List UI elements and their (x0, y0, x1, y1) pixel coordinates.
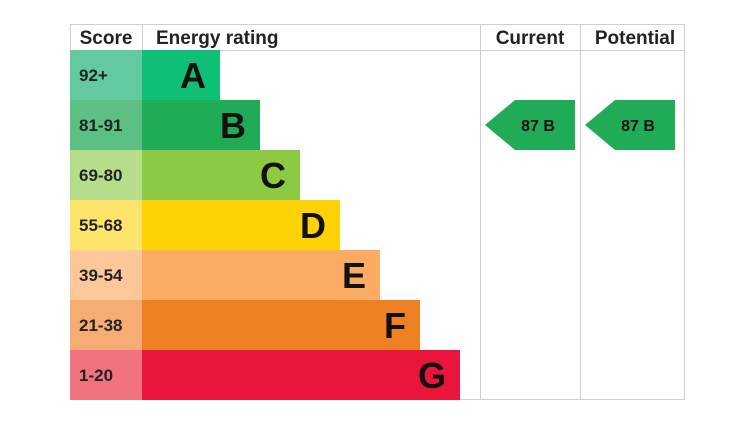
score-label-d: 55-68 (79, 216, 122, 235)
score-cell-a (70, 50, 142, 100)
score-label-g: 1-20 (79, 366, 113, 385)
header-current: Current (496, 28, 565, 49)
band-letter-c: C (260, 155, 286, 196)
score-cell-e (70, 250, 142, 300)
band-letter-f: F (384, 305, 406, 346)
header-score: Score (80, 28, 133, 49)
score-label-f: 21-38 (79, 316, 122, 335)
score-label-e: 39-54 (79, 266, 123, 285)
score-cell-b (70, 100, 142, 150)
header-potential: Potential (595, 28, 675, 49)
band-bar-f (142, 300, 420, 350)
rating-bands: 92+ A 81-91 B 69-80 C 55-68 D 39-54 E 21-38 F 1-20 G (70, 50, 460, 400)
score-cell-c (70, 150, 142, 200)
band-letter-a: A (180, 55, 206, 96)
band-letter-b: B (220, 105, 246, 146)
band-bar-a (142, 50, 220, 100)
potential-rating-label: 87 B (621, 118, 655, 135)
header-energy-rating: Energy rating (156, 28, 278, 49)
band-letter-e: E (342, 255, 366, 296)
score-cell-d (70, 200, 142, 250)
band-bar-e (142, 250, 380, 300)
band-bar-d (142, 200, 340, 250)
band-bar-b (142, 100, 260, 150)
score-cell-f (70, 300, 142, 350)
score-label-c: 69-80 (79, 166, 122, 185)
band-bar-c (142, 150, 300, 200)
score-cell-g (70, 350, 142, 400)
band-letter-g: G (418, 355, 446, 396)
current-rating-label: 87 B (521, 118, 555, 135)
rating-markers: 87 B 87 B (485, 100, 675, 150)
potential-rating-arrow (585, 100, 675, 150)
score-label-b: 81-91 (79, 116, 122, 135)
band-letter-d: D (300, 205, 326, 246)
current-rating-arrow (485, 100, 575, 150)
band-bar-g (142, 350, 460, 400)
score-label-a: 92+ (79, 66, 108, 85)
